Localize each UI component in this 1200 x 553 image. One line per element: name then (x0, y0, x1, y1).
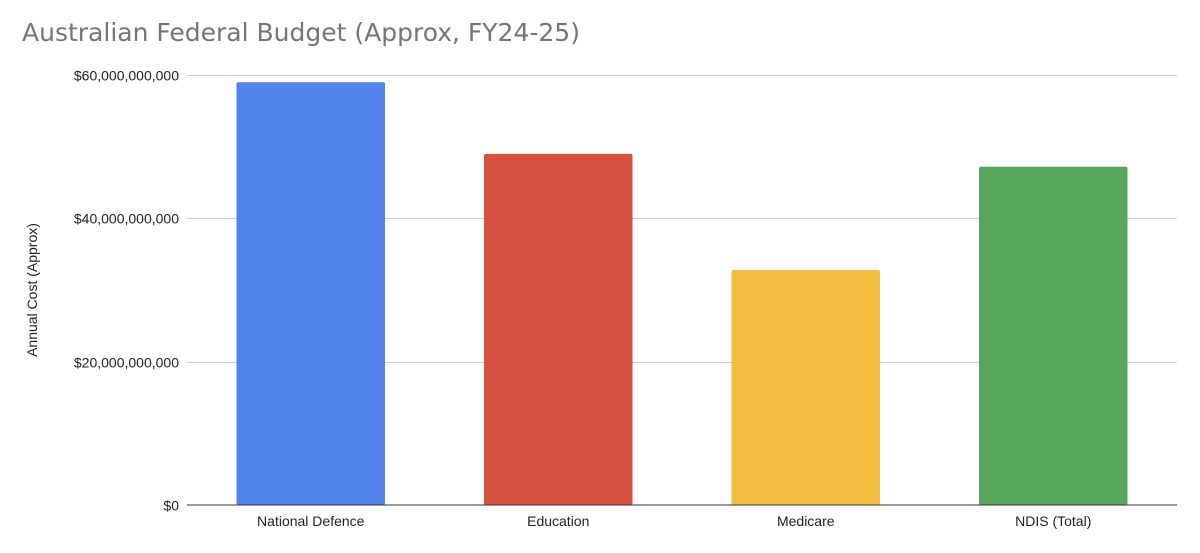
chart-title: Australian Federal Budget (Approx, FY24-… (22, 18, 580, 47)
y-tick-label: $60,000,000,000 (74, 68, 179, 84)
bar-ndis-total (979, 166, 1128, 505)
bars (236, 82, 1128, 506)
y-axis-title: Annual Cost (Approx) (24, 223, 40, 357)
bar-national-defence (236, 82, 385, 506)
bar-education (484, 153, 633, 506)
y-tick-label: $40,000,000,000 (74, 211, 179, 227)
y-tick-label: $20,000,000,000 (74, 355, 179, 371)
x-tick-label: Medicare (777, 513, 835, 529)
y-tick-labels: $0 $20,000,000,000 $40,000,000,000 $60,000,… (74, 68, 179, 514)
bar-medicare (731, 269, 880, 505)
x-tick-label: Education (527, 513, 589, 529)
x-tick-label: NDIS (Total) (1015, 513, 1091, 529)
y-tick-label: $0 (163, 498, 179, 514)
x-tick-label: National Defence (257, 513, 365, 529)
x-tick-labels: National Defence Education Medicare NDIS (T… (257, 513, 1091, 529)
